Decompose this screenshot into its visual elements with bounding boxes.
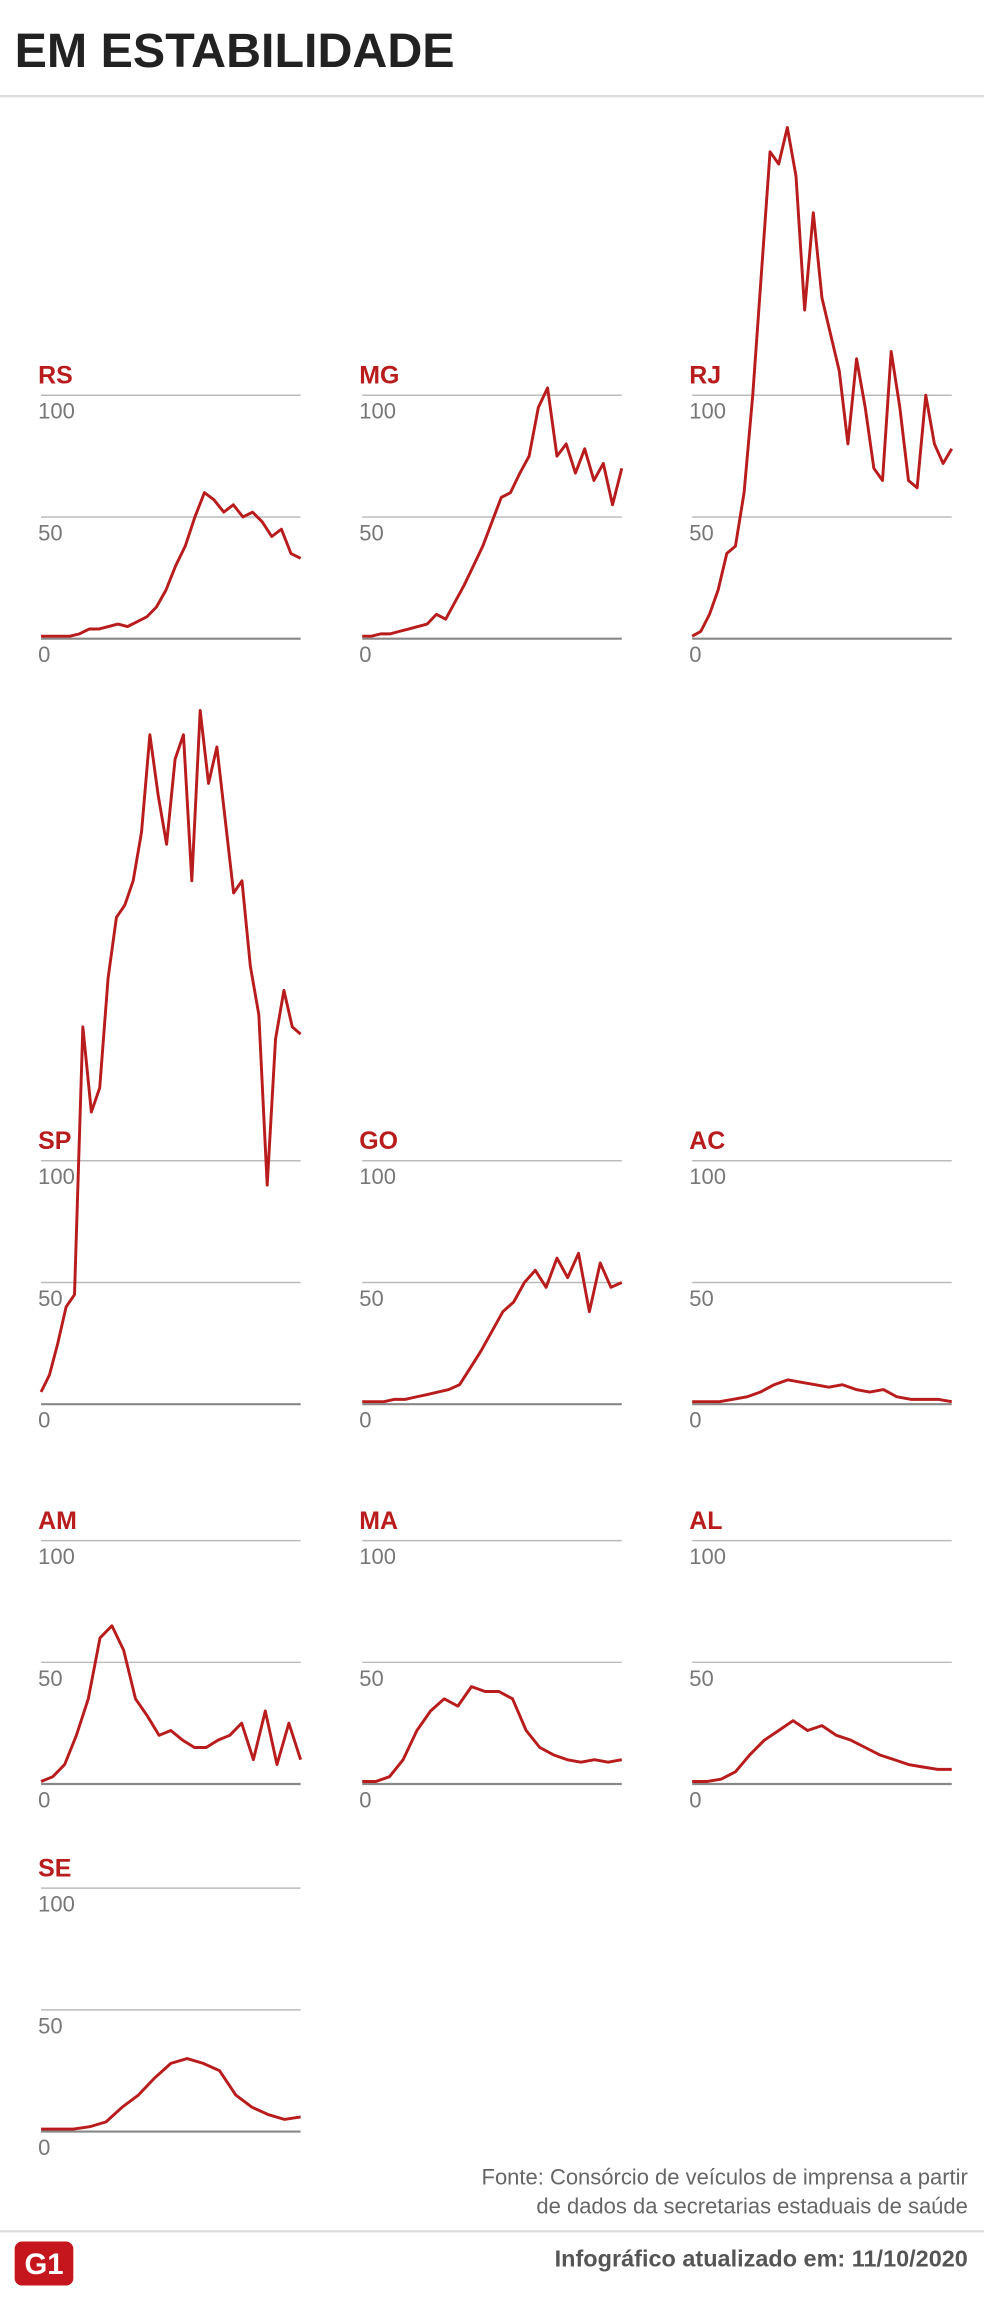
y-tick-label: 0 bbox=[38, 1408, 50, 1433]
y-tick-label: 50 bbox=[359, 1286, 383, 1311]
y-tick-label: 100 bbox=[38, 1544, 75, 1569]
source-line: de dados da secretarias estaduais de saú… bbox=[536, 2194, 967, 2219]
series-line bbox=[41, 2057, 301, 2131]
panel-title: AM bbox=[38, 1507, 77, 1535]
y-tick-label: 100 bbox=[689, 1164, 726, 1189]
y-tick-label: 50 bbox=[359, 520, 383, 545]
y-tick-label: 100 bbox=[359, 1544, 396, 1569]
y-tick-label: 0 bbox=[689, 1408, 701, 1433]
page-title: EM ESTABILIDADE bbox=[15, 24, 455, 78]
y-tick-label: 100 bbox=[38, 1164, 75, 1189]
y-tick-label: 50 bbox=[359, 1666, 383, 1691]
series-line bbox=[691, 126, 954, 638]
panel-title: AC bbox=[689, 1127, 725, 1155]
series-line bbox=[362, 1685, 623, 1783]
panel-title: SP bbox=[38, 1127, 71, 1155]
series-line bbox=[362, 1251, 623, 1404]
y-tick-label: 100 bbox=[38, 1892, 75, 1917]
panel-title: GO bbox=[359, 1127, 398, 1155]
logo-box bbox=[14, 2241, 74, 2286]
panel-title: AL bbox=[689, 1507, 722, 1535]
panel-title: RS bbox=[38, 362, 73, 390]
series-line bbox=[362, 386, 624, 638]
y-tick-label: 0 bbox=[689, 1787, 701, 1812]
y-tick-label: 0 bbox=[359, 1408, 371, 1433]
y-tick-label: 0 bbox=[38, 2135, 50, 2160]
y-tick-label: 50 bbox=[689, 520, 713, 545]
series-line bbox=[41, 491, 302, 638]
y-tick-label: 0 bbox=[359, 1787, 371, 1812]
y-tick-label: 50 bbox=[689, 1286, 713, 1311]
logo: G1 bbox=[24, 2248, 63, 2281]
y-tick-label: 100 bbox=[689, 399, 726, 424]
y-tick-label: 0 bbox=[38, 1787, 50, 1812]
y-tick-label: 50 bbox=[38, 1286, 62, 1311]
updated-note: Infográfico atualizado em: 11/10/2020 bbox=[555, 2245, 968, 2271]
y-tick-label: 100 bbox=[689, 1544, 726, 1569]
series-line bbox=[692, 1378, 952, 1404]
y-tick-label: 100 bbox=[38, 399, 75, 424]
source-line: Fonte: Consórcio de veículos de imprensa… bbox=[482, 2164, 968, 2189]
y-tick-label: 0 bbox=[38, 642, 50, 667]
y-tick-label: 0 bbox=[689, 642, 701, 667]
panel-title: RJ bbox=[689, 362, 721, 390]
y-tick-label: 100 bbox=[359, 399, 396, 424]
panel-title: MG bbox=[359, 362, 399, 390]
y-tick-label: 50 bbox=[38, 1666, 62, 1691]
y-tick-label: 100 bbox=[359, 1164, 396, 1189]
series-line bbox=[40, 1624, 303, 1783]
y-tick-label: 0 bbox=[359, 642, 371, 667]
panel-title: SE bbox=[38, 1854, 71, 1882]
panel-title: MA bbox=[359, 1507, 398, 1535]
y-tick-label: 50 bbox=[38, 2013, 62, 2038]
y-tick-label: 50 bbox=[689, 1666, 713, 1691]
y-tick-label: 50 bbox=[38, 520, 62, 545]
series-line bbox=[692, 1719, 952, 1783]
series-line bbox=[39, 708, 302, 1393]
